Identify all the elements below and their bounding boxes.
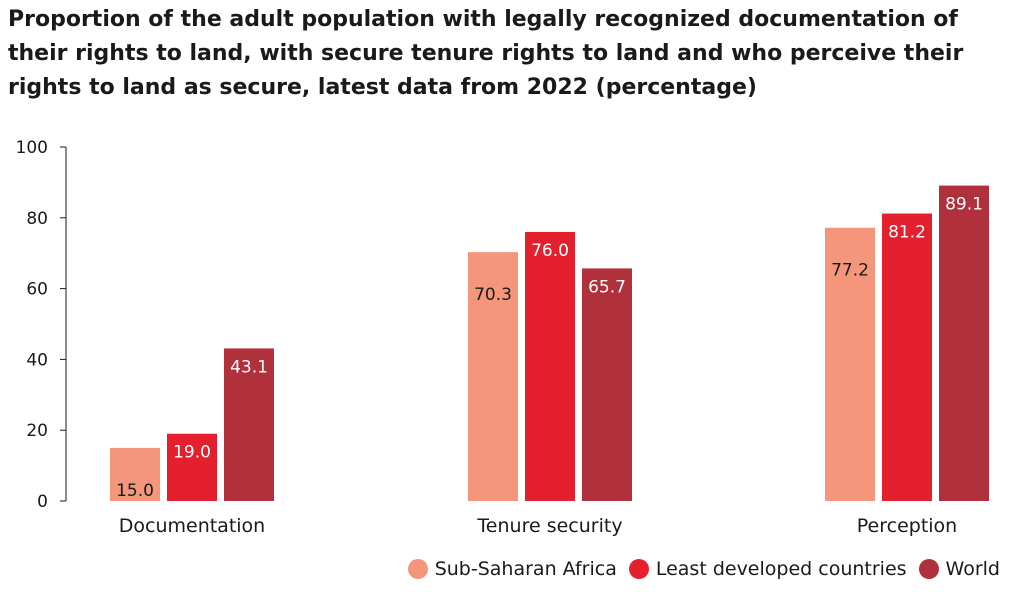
bar [582, 268, 632, 501]
legend-label: World [945, 558, 1000, 580]
data-label: 76.0 [531, 241, 569, 261]
data-label: 77.2 [831, 261, 869, 281]
legend-swatch [918, 559, 939, 579]
bar [224, 348, 274, 501]
data-label: 70.3 [474, 285, 512, 305]
x-category-label: Tenure security [476, 515, 622, 537]
x-category-label: Documentation [119, 515, 265, 537]
legend: Sub-Saharan Africa Least developed count… [396, 558, 1000, 580]
data-label: 89.1 [945, 195, 983, 215]
legend-label: Least developed countries [655, 558, 907, 580]
legend-item-least-developed-countries: Least developed countries [628, 558, 907, 580]
title-line: Proportion of the adult population with … [8, 7, 958, 32]
y-tick-label: 0 [37, 492, 48, 512]
bar [525, 231, 575, 501]
y-tick-label: 20 [26, 421, 48, 441]
data-label: 65.7 [588, 277, 626, 297]
y-tick-label: 100 [16, 138, 48, 158]
y-tick-label: 40 [26, 350, 48, 370]
legend-item-world: World [918, 558, 1000, 580]
legend-label: Sub-Saharan Africa [434, 558, 617, 580]
x-category-label: Perception [857, 515, 957, 537]
data-label: 15.0 [116, 481, 154, 501]
bar [167, 433, 217, 501]
data-label: 81.2 [888, 223, 926, 243]
y-tick-label: 80 [26, 209, 48, 229]
bar [882, 213, 932, 501]
legend-swatch [628, 559, 649, 579]
bar [939, 185, 989, 501]
title-line: their rights to land, with secure tenure… [8, 41, 964, 66]
data-label: 43.1 [230, 357, 268, 377]
bar [110, 447, 160, 501]
title-line: rights to land as secure, latest data fr… [8, 75, 757, 100]
legend-swatch [407, 559, 428, 579]
chart-title: Proportion of the adult population with … [8, 3, 1008, 105]
bar [825, 227, 875, 501]
y-tick-label: 60 [26, 280, 48, 300]
data-label: 19.0 [173, 443, 211, 463]
bar [468, 252, 518, 501]
legend-item-sub-saharan-africa: Sub-Saharan Africa [407, 558, 617, 580]
